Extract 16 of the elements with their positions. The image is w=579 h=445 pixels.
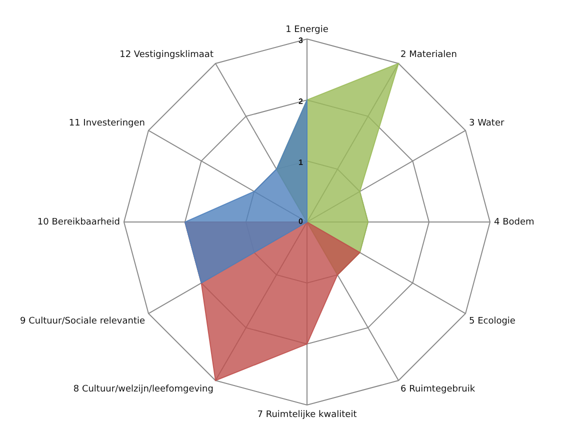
spoke-label: 4 Bodem	[494, 217, 534, 228]
spoke-label: 1 Energie	[286, 24, 329, 35]
spoke-label: 5 Ecologie	[468, 316, 516, 326]
spoke-label: 7 Ruimtelijke kwaliteit	[257, 410, 358, 420]
spoke-label: 11 Investeringen	[68, 118, 146, 128]
y-tick-label: 2	[298, 97, 304, 106]
spoke-label: 6 Ruimtegebruik	[400, 384, 476, 395]
spoke-label: 12 Vestigingsklimaat	[120, 50, 214, 60]
spoke-label: 2 Materialen	[400, 50, 457, 60]
spoke-label: 10 Bereikbaarheid	[37, 217, 120, 228]
y-tick-label: 0	[298, 217, 304, 226]
spoke-label: 3 Water	[468, 118, 504, 128]
spoke-label: 8 Cultuur/welzijn/leefomgeving	[73, 384, 214, 395]
spoke-label: 9 Cultuur/Sociale relevantie	[20, 316, 146, 326]
y-tick-label: 1	[298, 158, 304, 168]
y-tick-label: 3	[298, 36, 304, 46]
